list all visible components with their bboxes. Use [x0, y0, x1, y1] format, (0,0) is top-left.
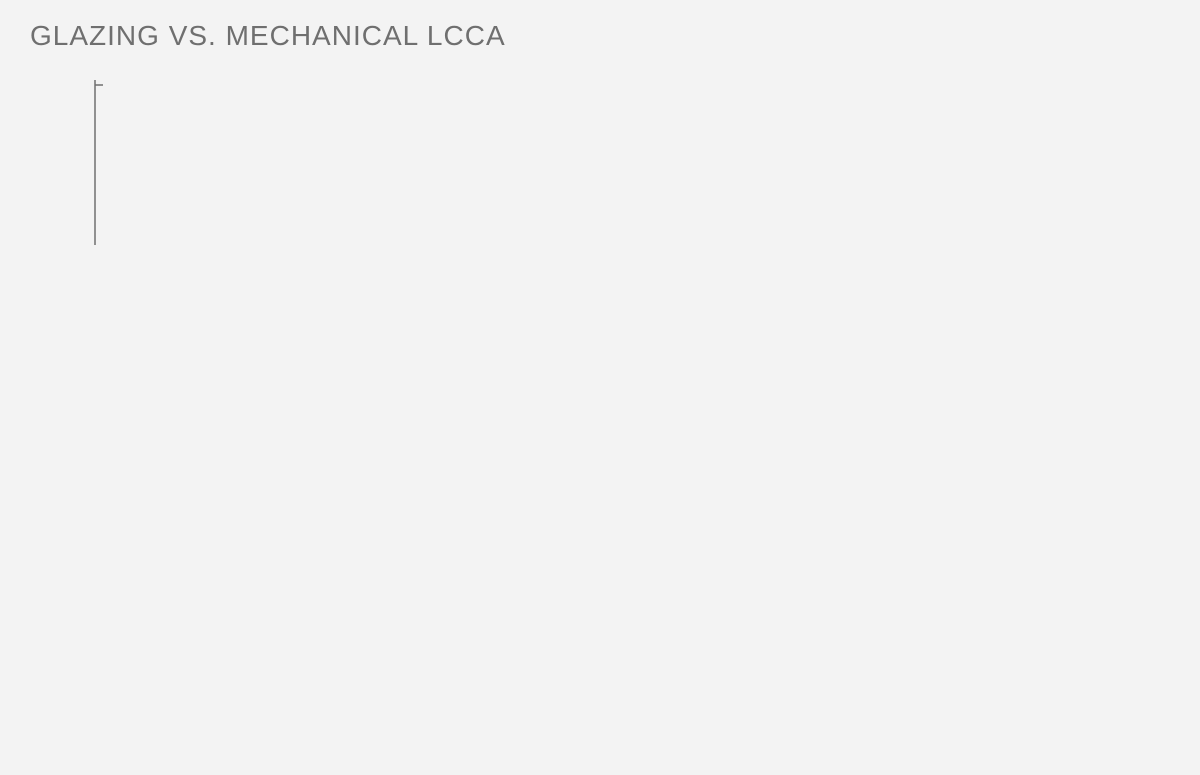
infographic-canvas [0, 0, 1200, 775]
